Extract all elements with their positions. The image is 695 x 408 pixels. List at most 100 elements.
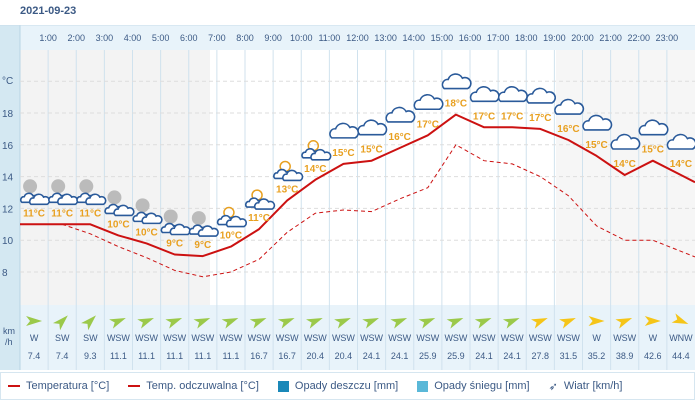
cloud-icon [85, 193, 107, 206]
temp-label: 15°C [332, 148, 354, 159]
moon-icon [191, 211, 206, 226]
temp-label: 17°C [417, 119, 439, 130]
wind-direction: W [30, 333, 39, 343]
wind-direction: WSW [529, 333, 552, 343]
moon-icon [135, 198, 150, 213]
cloud-icon [282, 169, 304, 182]
wind-speed: 20.4 [335, 351, 353, 361]
night-shade [556, 50, 695, 305]
hours-header [20, 25, 695, 50]
wind-arrow-icon [52, 315, 68, 331]
night-shade [20, 50, 210, 305]
cloud-icon [526, 87, 556, 104]
wind-speed: 24.1 [363, 351, 381, 361]
wind-speed: 25.9 [419, 351, 437, 361]
temperature-line [20, 113, 695, 258]
hour-label: 14:00 [402, 33, 425, 43]
legend-label: Opady deszczu [mm] [294, 380, 399, 392]
cloud-icon [141, 212, 163, 225]
temp-label: 14°C [670, 159, 692, 170]
temp-label: 15°C [360, 145, 382, 156]
wind-direction: SW [83, 333, 98, 343]
cloud-icon [441, 73, 472, 90]
wind-direction: WSW [332, 333, 355, 343]
cloud-icon [385, 106, 416, 123]
legend-label: Temp. odczuwalna [°C] [146, 380, 259, 392]
moon-icon [79, 179, 94, 194]
feels-like-line [20, 144, 695, 278]
legend-snow[interactable]: Opady śniegu [mm] [417, 380, 530, 392]
wind-speed: 20.4 [307, 351, 325, 361]
wind-speed: 16.7 [278, 351, 296, 361]
temp-label: 10°C [135, 227, 157, 238]
wind-direction: WSW [501, 333, 524, 343]
wind-direction: WSW [276, 333, 299, 343]
wind-direction: WSW [360, 333, 383, 343]
cloud-icon [610, 133, 641, 150]
legend-feels[interactable]: Temp. odczuwalna [°C] [128, 380, 259, 392]
wind-arrow-icon [137, 318, 154, 329]
legend-rain[interactable]: Opady deszczu [mm] [277, 380, 399, 392]
cloud-icon [225, 215, 248, 228]
cloud-icon [554, 98, 585, 115]
legend-label: Wiatr [km/h] [563, 380, 623, 392]
hour-label: 17:00 [487, 33, 510, 43]
wind-speed: 24.1 [503, 351, 521, 361]
wind-direction: WSW [557, 333, 580, 343]
date-title: 2021-09-23 [20, 5, 77, 17]
wind-direction: WNW [669, 333, 693, 343]
hour-label: 10:00 [290, 33, 313, 43]
wind-speed: 42.6 [644, 351, 662, 361]
wind-speed: 11.1 [194, 351, 211, 361]
temp-label: 14°C [614, 159, 636, 170]
legend-temp[interactable]: Temperatura [°C] [8, 380, 109, 392]
wind-direction: W [592, 333, 601, 343]
hour-label: 22:00 [627, 33, 650, 43]
forecast-chart: 1:00 2:00 3:00 4:00 5:00 6:00 7:00 8:00 9:00 10:0… [0, 25, 695, 370]
wind-direction: SW [55, 333, 70, 343]
legend-label: Temperatura [°C] [26, 380, 110, 392]
wind-direction: WSW [191, 333, 214, 343]
hour-label: 2:00 [67, 33, 85, 43]
day-area [210, 50, 556, 305]
y-tick-label: 10 [2, 236, 14, 247]
wind-arrow-icon [165, 318, 183, 329]
wind-arrow-icon [418, 318, 436, 329]
cloud-icon [357, 119, 388, 136]
moon-icon [107, 190, 122, 205]
temp-label: 17°C [529, 113, 551, 124]
temp-label: 9°C [166, 239, 183, 250]
cloud-icon [113, 204, 135, 217]
temp-label: 17°C [473, 111, 495, 122]
hour-label: 15:00 [431, 33, 454, 43]
wind-direction: WSW [163, 333, 186, 343]
temp-label: 18°C [445, 99, 467, 110]
hour-label: 1:00 [39, 33, 57, 43]
wind-speed: 25.9 [447, 351, 465, 361]
hour-label: 11:00 [318, 33, 340, 43]
cloud-icon [197, 225, 219, 237]
hour-label: 18:00 [515, 33, 538, 43]
wind-unit-label: km [3, 326, 15, 336]
temp-label: 9°C [194, 240, 211, 251]
wind-direction: WSW [473, 333, 496, 343]
y-tick-label: 8 [2, 268, 8, 279]
wind-arrow-icon [109, 318, 126, 329]
hour-label: 23:00 [656, 33, 679, 43]
wind-arrow-icon [362, 318, 379, 329]
wind-speed: 11.1 [110, 351, 127, 361]
temp-label: 10°C [107, 219, 129, 230]
legend-wind[interactable]: ➶ Wiatr [km/h] [549, 380, 623, 393]
wind-arrow-icon [390, 318, 408, 329]
wind-speed: 11.1 [138, 351, 155, 361]
y-unit-label: °C [2, 76, 13, 87]
wind-speed: 24.1 [475, 351, 493, 361]
cloud-icon [413, 93, 444, 111]
wind-arrow-icon [277, 318, 295, 329]
wind-speed: 35.2 [588, 351, 606, 361]
moon-icon [51, 179, 66, 194]
legend: Temperatura [°C] Temp. odczuwalna [°C] O… [0, 372, 695, 400]
temp-label: 16°C [557, 124, 579, 135]
y-tick-label: 18 [2, 109, 14, 120]
hour-label: 16:00 [459, 33, 482, 43]
